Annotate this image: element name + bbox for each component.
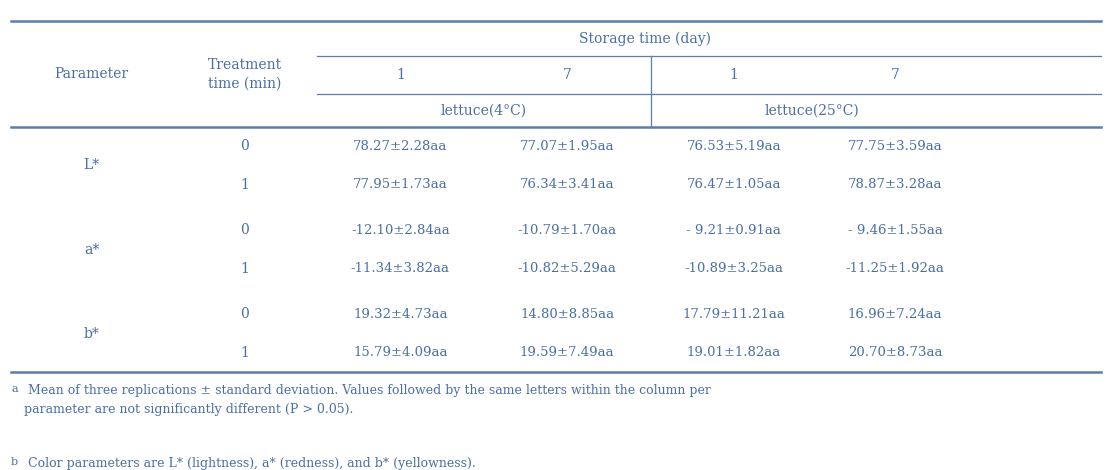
Text: 1: 1 [729,68,738,82]
Text: 77.95±1.73aa: 77.95±1.73aa [353,178,448,191]
Text: 14.80±8.85aa: 14.80±8.85aa [520,308,614,321]
Text: 0: 0 [240,139,249,153]
Text: 77.07±1.95aa: 77.07±1.95aa [519,140,615,153]
Text: Mean of three replications ± standard deviation. Values followed by the same let: Mean of three replications ± standard de… [24,384,712,416]
Text: 1: 1 [240,178,249,192]
Text: 17.79±11.21aa: 17.79±11.21aa [683,308,785,321]
Text: 20.70±8.73aa: 20.70±8.73aa [848,346,942,360]
Text: 76.47±1.05aa: 76.47±1.05aa [687,178,781,191]
Text: 19.59±7.49aa: 19.59±7.49aa [519,346,615,360]
Text: -11.25±1.92aa: -11.25±1.92aa [846,262,944,275]
Text: a: a [11,384,18,394]
Text: -10.79±1.70aa: -10.79±1.70aa [517,224,617,237]
Text: 0: 0 [240,307,249,321]
Text: 19.32±4.73aa: 19.32±4.73aa [353,308,448,321]
Text: b: b [11,457,18,467]
Text: - 9.21±0.91aa: - 9.21±0.91aa [686,224,782,237]
Text: Storage time (day): Storage time (day) [579,31,711,46]
Text: 78.87±3.28aa: 78.87±3.28aa [848,178,942,191]
Text: -12.10±2.84aa: -12.10±2.84aa [351,224,449,237]
Text: - 9.46±1.55aa: - 9.46±1.55aa [847,224,943,237]
Text: Color parameters are L* (lightness), a* (redness), and b* (yellowness).: Color parameters are L* (lightness), a* … [24,457,476,470]
Text: 15.79±4.09aa: 15.79±4.09aa [354,346,447,360]
Text: 1: 1 [240,346,249,360]
Text: L*: L* [83,158,100,172]
Text: 16.96±7.24aa: 16.96±7.24aa [847,308,943,321]
Text: 1: 1 [240,262,249,276]
Text: 0: 0 [240,223,249,237]
Text: 19.01±1.82aa: 19.01±1.82aa [687,346,781,360]
Text: lettuce(4°C): lettuce(4°C) [440,103,527,118]
Text: 76.53±5.19aa: 76.53±5.19aa [686,140,782,153]
Text: -10.89±3.25aa: -10.89±3.25aa [684,262,784,275]
Text: 78.27±2.28aa: 78.27±2.28aa [354,140,447,153]
Text: 7: 7 [891,68,900,82]
Text: Parameter: Parameter [54,67,129,81]
Text: lettuce(25°C): lettuce(25°C) [764,103,860,118]
Text: a*: a* [85,243,99,257]
Text: 7: 7 [563,68,572,82]
Text: -11.34±3.82aa: -11.34±3.82aa [350,262,450,275]
Text: Treatment
time (min): Treatment time (min) [208,58,281,90]
Text: b*: b* [83,327,100,341]
Text: -10.82±5.29aa: -10.82±5.29aa [518,262,616,275]
Text: 76.34±3.41aa: 76.34±3.41aa [519,178,615,191]
Text: 77.75±3.59aa: 77.75±3.59aa [847,140,943,153]
Text: 1: 1 [396,68,405,82]
